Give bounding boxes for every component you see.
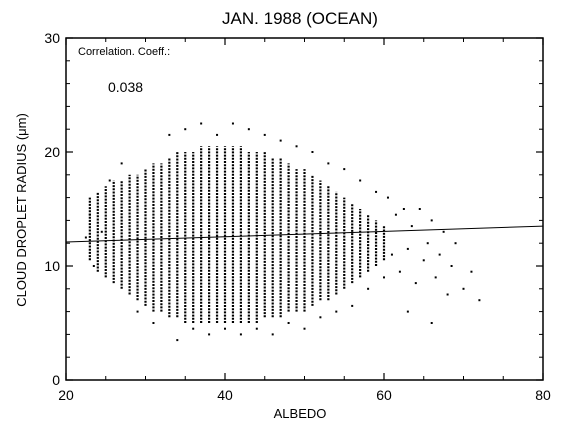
data-point xyxy=(414,282,417,285)
data-point xyxy=(92,265,95,267)
data-point xyxy=(434,276,437,279)
y-tick-label: 20 xyxy=(44,144,60,160)
data-point xyxy=(192,327,195,330)
data-point xyxy=(176,339,179,342)
data-point xyxy=(319,316,322,319)
data-point xyxy=(108,179,111,182)
data-point xyxy=(450,265,453,267)
y-axis-label: CLOUD DROPLET RADIUS (μm) xyxy=(14,113,29,307)
data-point xyxy=(295,145,298,148)
data-point xyxy=(442,230,445,233)
data-point xyxy=(446,293,449,296)
data-point xyxy=(470,270,473,273)
data-point xyxy=(84,236,87,239)
data-point xyxy=(255,327,258,330)
data-point xyxy=(430,219,433,222)
x-tick-label: 80 xyxy=(535,387,551,403)
x-ticks: 20 40 60 80 xyxy=(58,38,551,403)
data-point xyxy=(398,270,401,273)
data-point xyxy=(375,190,378,193)
chart-title: JAN. 1988 (OCEAN) xyxy=(222,9,378,28)
data-point xyxy=(287,322,290,324)
data-point xyxy=(271,333,274,336)
data-point xyxy=(327,162,330,165)
data-point xyxy=(478,299,481,302)
data-point xyxy=(279,139,282,142)
data-point xyxy=(231,122,234,125)
correlation-value: 0.038 xyxy=(108,79,143,95)
y-tick-label: 30 xyxy=(44,30,60,46)
data-point xyxy=(422,259,425,262)
data-point xyxy=(426,242,429,245)
data-columns xyxy=(88,146,386,323)
data-point xyxy=(402,208,405,210)
data-point xyxy=(88,213,91,216)
data-point xyxy=(224,327,226,330)
data-point xyxy=(263,133,266,136)
data-point xyxy=(351,304,354,307)
data-point xyxy=(406,247,409,250)
data-point xyxy=(406,310,409,313)
data-point xyxy=(359,179,362,182)
data-point xyxy=(152,322,155,324)
correlation-label: Correlation. Coeff.: xyxy=(78,46,170,58)
data-point xyxy=(430,322,433,324)
x-tick-label: 20 xyxy=(58,387,74,403)
data-point xyxy=(216,133,219,136)
data-point xyxy=(303,327,306,330)
data-point xyxy=(410,225,413,228)
y-tick-label: 0 xyxy=(52,372,60,388)
data-point xyxy=(200,122,203,125)
data-point xyxy=(390,253,393,256)
data-point xyxy=(343,168,346,171)
y-tick-label: 10 xyxy=(44,258,60,274)
data-point xyxy=(454,242,457,245)
x-tick-label: 40 xyxy=(217,387,233,403)
x-tick-label: 60 xyxy=(376,387,392,403)
data-point xyxy=(239,333,242,336)
data-point xyxy=(383,276,385,279)
data-point xyxy=(367,287,370,290)
trend-line xyxy=(65,225,544,243)
data-point xyxy=(394,213,397,216)
data-point xyxy=(335,310,338,313)
y-ticks: 0 10 20 30 xyxy=(44,30,543,388)
data-point xyxy=(418,208,421,210)
data-point xyxy=(184,128,187,131)
data-point xyxy=(462,287,465,290)
data-point xyxy=(136,310,139,313)
data-point xyxy=(247,128,250,131)
data-point xyxy=(120,162,123,165)
data-point xyxy=(438,253,441,256)
data-point xyxy=(386,196,389,199)
data-point xyxy=(100,230,103,233)
data-point xyxy=(311,151,314,153)
x-axis-label: ALBEDO xyxy=(274,406,327,421)
data-point xyxy=(168,133,171,136)
data-point xyxy=(208,333,211,336)
data-points xyxy=(84,122,481,342)
